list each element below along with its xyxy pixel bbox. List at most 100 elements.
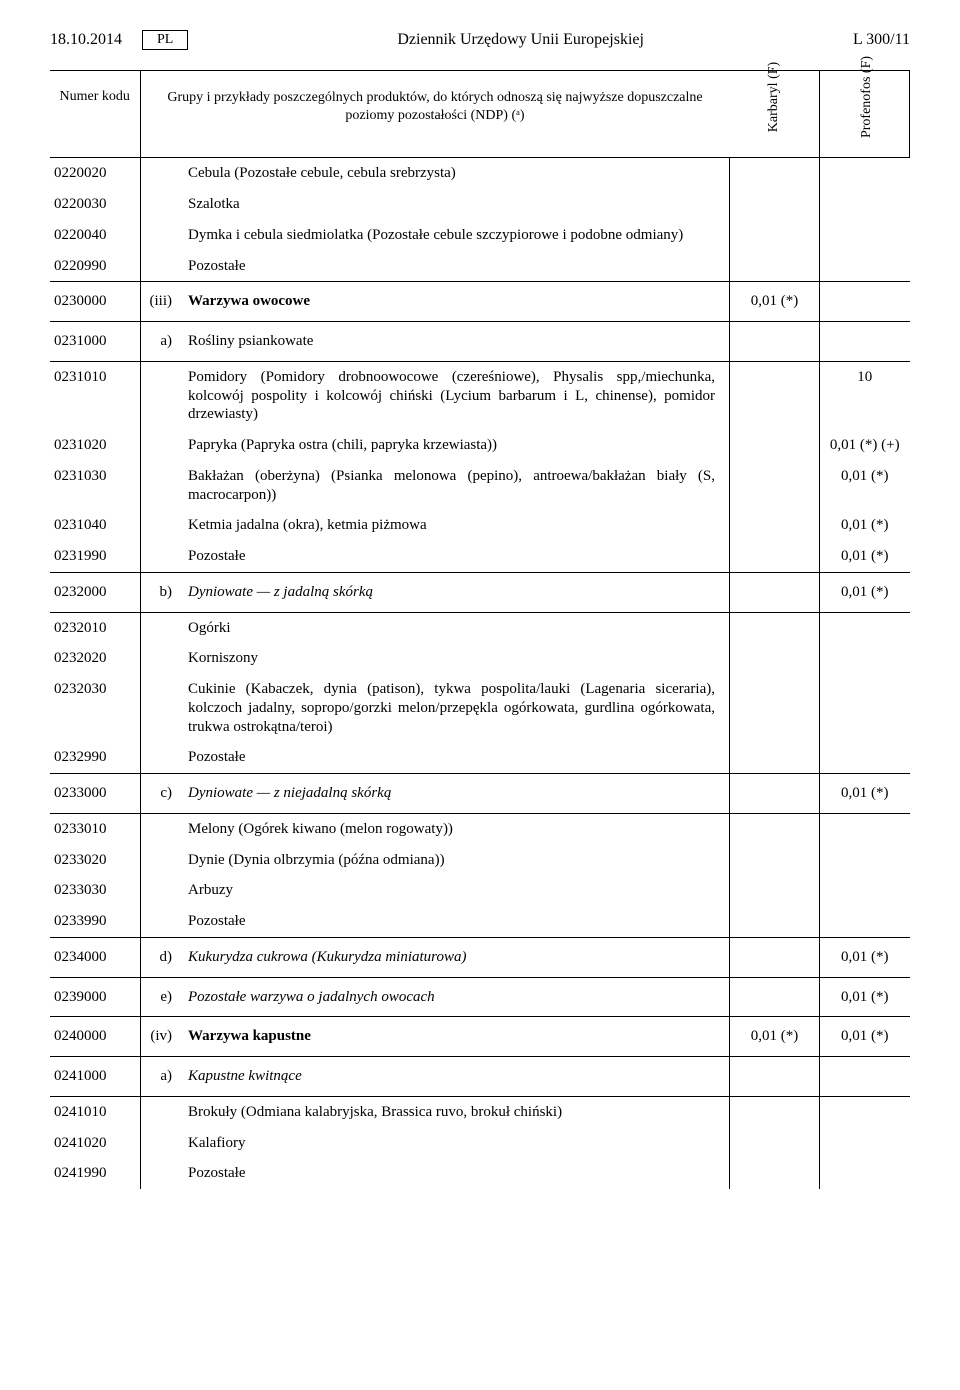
cell-num: 0234000: [50, 937, 140, 977]
cell-num: 0233030: [50, 875, 140, 906]
cell-desc: Pozostałe: [180, 742, 730, 773]
table-row: 0233000c)Dyniowate — z niejadalną skórką…: [50, 774, 910, 814]
cell-profenofos: 0,01 (*): [820, 541, 910, 572]
cell-profenofos: [820, 643, 910, 674]
cell-num: 0231040: [50, 510, 140, 541]
table-body: 0220020Cebula (Pozostałe cebule, cebula …: [50, 158, 910, 1189]
table-row: 0232010Ogórki: [50, 612, 910, 643]
cell-num: 0232030: [50, 674, 140, 742]
cell-desc: Dyniowate — z niejadalną skórką: [180, 774, 730, 814]
table-row: 0231990Pozostałe0,01 (*): [50, 541, 910, 572]
cell-marker: [140, 251, 180, 282]
cell-profenofos: [820, 875, 910, 906]
cell-num: 0241010: [50, 1096, 140, 1127]
cell-num: 0232990: [50, 742, 140, 773]
cell-desc: Korniszony: [180, 643, 730, 674]
cell-desc: Warzywa kapustne: [180, 1017, 730, 1057]
cell-karbaryl: [730, 742, 820, 773]
table-row: 0231010 Pomidory (Pomidory drobnoowocowe …: [50, 361, 910, 430]
header-date: 18.10.2014: [50, 31, 122, 49]
cell-marker: [140, 674, 180, 742]
table-row: 0241000a)Kapustne kwitnące: [50, 1057, 910, 1097]
table-row: 0239000e)Pozostałe warzywa o jadalnych o…: [50, 977, 910, 1017]
cell-num: 0220990: [50, 251, 140, 282]
cell-karbaryl: [730, 774, 820, 814]
cell-profenofos: [820, 220, 910, 251]
cell-marker: [140, 742, 180, 773]
table-row: 0231020Papryka (Papryka ostra (chili, pa…: [50, 430, 910, 461]
cell-profenofos: [820, 1096, 910, 1127]
cell-profenofos: [820, 158, 910, 189]
cell-profenofos: 0,01 (*): [820, 510, 910, 541]
table-row: 0233020Dynie (Dynia olbrzymia (późna odm…: [50, 845, 910, 876]
table-row: 0231040 Ketmia jadalna (okra), ketmia piż…: [50, 510, 910, 541]
cell-karbaryl: 0,01 (*): [730, 282, 820, 322]
cell-karbaryl: [730, 361, 820, 430]
cell-desc: Pozostałe: [180, 906, 730, 937]
cell-profenofos: [820, 813, 910, 844]
cell-num: 0220030: [50, 189, 140, 220]
cell-profenofos: 0,01 (*): [820, 461, 910, 511]
cell-marker: [140, 461, 180, 511]
cell-profenofos: [820, 906, 910, 937]
cell-marker: [140, 1096, 180, 1127]
cell-marker: [140, 643, 180, 674]
cell-desc: Szalotka: [180, 189, 730, 220]
cell-marker: [140, 845, 180, 876]
table-row: 0233010Melony (Ogórek kiwano (melon rogo…: [50, 813, 910, 844]
table-row: 0220990Pozostałe: [50, 251, 910, 282]
table-row: 0232020Korniszony: [50, 643, 910, 674]
cell-marker: (iv): [140, 1017, 180, 1057]
cell-profenofos: [820, 845, 910, 876]
cell-marker: [140, 813, 180, 844]
cell-desc: Papryka (Papryka ostra (chili, papryka k…: [180, 430, 730, 461]
cell-profenofos: 0,01 (*): [820, 937, 910, 977]
cell-desc: Pomidory (Pomidory drobnoowocowe (czereś…: [180, 361, 730, 430]
cell-karbaryl: [730, 674, 820, 742]
cell-marker: [140, 510, 180, 541]
cell-karbaryl: [730, 189, 820, 220]
header-lang-box: PL: [142, 30, 188, 50]
cell-karbaryl: [730, 643, 820, 674]
cell-profenofos: 10: [820, 361, 910, 430]
cell-profenofos: [820, 1057, 910, 1097]
cell-marker: (iii): [140, 282, 180, 322]
cell-marker: d): [140, 937, 180, 977]
cell-marker: a): [140, 322, 180, 362]
table-row: 0233030Arbuzy: [50, 875, 910, 906]
cell-desc: Dymka i cebula siedmiolatka (Pozostałe c…: [180, 220, 730, 251]
cell-num: 0233990: [50, 906, 140, 937]
cell-marker: [140, 906, 180, 937]
cell-desc: Kapustne kwitnące: [180, 1057, 730, 1097]
cell-num: 0233020: [50, 845, 140, 876]
cell-num: 0241020: [50, 1128, 140, 1159]
cell-marker: b): [140, 572, 180, 612]
cell-desc: Ketmia jadalna (okra), ketmia piżmowa: [180, 510, 730, 541]
cell-num: 0231010: [50, 361, 140, 430]
cell-karbaryl: [730, 875, 820, 906]
cell-profenofos: [820, 674, 910, 742]
cell-desc: Pozostałe: [180, 1158, 730, 1189]
cell-karbaryl: [730, 1128, 820, 1159]
cell-karbaryl: 0,01 (*): [730, 1017, 820, 1057]
table-row: 0220040Dymka i cebula siedmiolatka (Pozo…: [50, 220, 910, 251]
cell-marker: [140, 158, 180, 189]
cell-desc: Kukurydza cukrowa (Kukurydza miniaturowa…: [180, 937, 730, 977]
cell-karbaryl: [730, 572, 820, 612]
cell-karbaryl: [730, 845, 820, 876]
cell-desc: Cukinie (Kabaczek, dynia (patison), tykw…: [180, 674, 730, 742]
cell-marker: e): [140, 977, 180, 1017]
table-row: 0233990 Pozostałe: [50, 906, 910, 937]
cell-karbaryl: [730, 158, 820, 189]
cell-profenofos: [820, 1128, 910, 1159]
cell-karbaryl: [730, 977, 820, 1017]
cell-karbaryl: [730, 813, 820, 844]
cell-desc: Pozostałe: [180, 541, 730, 572]
cell-profenofos: 0,01 (*): [820, 977, 910, 1017]
cell-profenofos: 0,01 (*): [820, 774, 910, 814]
cell-karbaryl: [730, 1057, 820, 1097]
cell-marker: [140, 875, 180, 906]
table-row: 0231000a)Rośliny psiankowate: [50, 322, 910, 362]
cell-profenofos: [820, 282, 910, 322]
cell-desc: Dyniowate — z jadalną skórką: [180, 572, 730, 612]
